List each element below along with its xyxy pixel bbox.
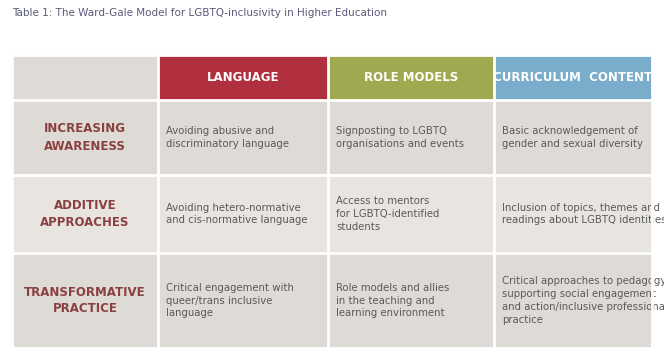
Bar — [12, 175, 158, 253]
Text: Role models and allies
in the teaching and
learning environment: Role models and allies in the teaching a… — [336, 283, 450, 318]
Text: Access to mentors
for LGBTQ-identified
students: Access to mentors for LGBTQ-identified s… — [336, 196, 440, 232]
Text: CURRICULUM  CONTENT: CURRICULUM CONTENT — [493, 71, 653, 84]
Bar — [328, 100, 494, 175]
Bar — [158, 55, 328, 100]
Text: Inclusion of topics, themes and
readings about LGBTQ identities: Inclusion of topics, themes and readings… — [502, 203, 664, 225]
Bar — [12, 100, 158, 175]
Bar — [494, 253, 652, 348]
Bar — [158, 175, 328, 253]
Bar — [12, 253, 158, 348]
Bar — [494, 175, 652, 253]
Text: ROLE MODELS: ROLE MODELS — [364, 71, 458, 84]
Bar — [494, 100, 652, 175]
Bar — [328, 55, 494, 100]
Bar — [12, 55, 158, 100]
Text: Signposting to LGBTQ
organisations and events: Signposting to LGBTQ organisations and e… — [336, 126, 464, 149]
Text: Critical engagement with
queer/trans inclusive
language: Critical engagement with queer/trans inc… — [166, 283, 294, 318]
Text: ADDITIVE
APPROACHES: ADDITIVE APPROACHES — [41, 199, 129, 229]
Text: INCREASING
AWARENESS: INCREASING AWARENESS — [44, 122, 126, 153]
Bar — [328, 253, 494, 348]
Text: Avoiding hetero-normative
and cis-normative language: Avoiding hetero-normative and cis-normat… — [166, 203, 307, 225]
Text: Basic acknowledgement of
gender and sexual diversity: Basic acknowledgement of gender and sexu… — [502, 126, 643, 149]
Text: Critical approaches to pedagogy,
supporting social engagement
and action/inclusi: Critical approaches to pedagogy, support… — [502, 276, 664, 325]
Bar — [158, 100, 328, 175]
Bar — [494, 55, 652, 100]
Bar — [158, 253, 328, 348]
Text: Avoiding abusive and
discriminatory language: Avoiding abusive and discriminatory lang… — [166, 126, 289, 149]
Bar — [328, 175, 494, 253]
Text: TRANSFORMATIVE
PRACTICE: TRANSFORMATIVE PRACTICE — [24, 285, 146, 316]
Text: LANGUAGE: LANGUAGE — [207, 71, 280, 84]
Text: Table 1: The Ward-Gale Model for LGBTQ-inclusivity in Higher Education: Table 1: The Ward-Gale Model for LGBTQ-i… — [12, 8, 387, 18]
